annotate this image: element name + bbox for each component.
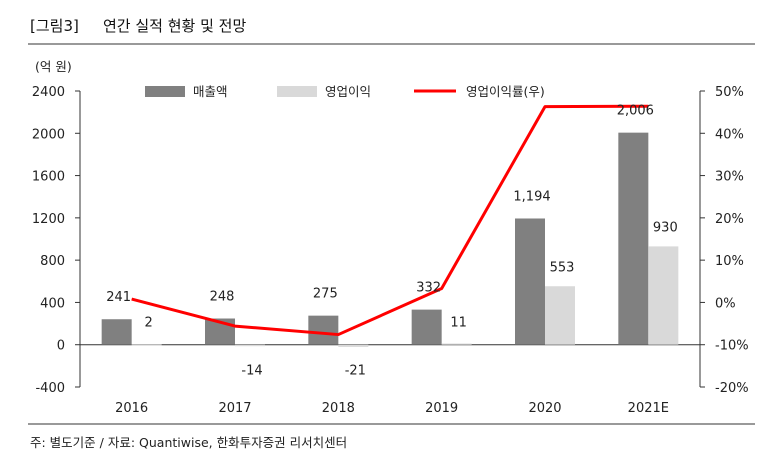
legend-label-operating-margin: 영업이익률(우): [466, 84, 545, 99]
operating-profit-data-label: 553: [550, 260, 575, 275]
source-note: 주: 별도기준 / 자료: Quantiwise, 한화투자증권 리서치센터: [30, 435, 347, 450]
y-left-tick-label: 800: [40, 254, 65, 269]
x-tick-label: 2016: [115, 401, 148, 416]
y-right-tick-label: 40%: [715, 127, 744, 142]
sales-bar: [101, 319, 132, 345]
legend-label-operating-profit: 영업이익: [325, 84, 371, 99]
sales-data-label: 332: [416, 281, 441, 296]
sales-bar: [411, 309, 442, 345]
y-left-tick-label: 2400: [32, 85, 65, 100]
y-left-tick-label: 1600: [32, 170, 65, 185]
sales-data-label: 248: [210, 289, 235, 304]
y-right-tick-label: 10%: [715, 254, 744, 269]
operating-profit-data-label: 930: [653, 220, 678, 235]
legend-swatch-sales: [145, 86, 185, 97]
operating-profit-bar: [338, 344, 369, 347]
axes: 24002000160012008004000-40050%40%30%20%1…: [32, 85, 749, 416]
figure-label: [그림3]: [30, 17, 79, 35]
y-left-tick-label: 1200: [32, 212, 65, 227]
y-left-tick-label: -400: [35, 381, 65, 396]
operating-profit-data-label: -21: [345, 364, 366, 379]
operating-profit-bar: [235, 344, 265, 347]
legend-swatch-operating-profit: [277, 86, 317, 97]
y-right-tick-label: 30%: [715, 170, 744, 185]
y-right-tick-label: 20%: [715, 212, 744, 227]
legend: 매출액 영업이익 영업이익률(우): [145, 84, 545, 99]
figure-title: 연간 실적 현황 및 전망: [103, 17, 246, 35]
legend-label-sales: 매출액: [193, 84, 228, 99]
y-right-tick-label: -20%: [715, 381, 749, 396]
x-tick-label: 2017: [218, 401, 251, 416]
sales-data-label: 1,194: [513, 189, 550, 204]
x-tick-label: 2018: [322, 401, 355, 416]
y-left-tick-label: 2000: [32, 127, 65, 142]
operating-profit-bar: [441, 343, 472, 345]
operating-profit-bar: [648, 246, 679, 345]
operating-profit-data-label: -14: [241, 364, 262, 379]
sales-data-label: 275: [313, 287, 338, 302]
operating-profit-bar: [131, 344, 162, 346]
y-left-tick-label: 0: [57, 339, 65, 354]
operating-profit-bar: [545, 286, 575, 345]
sales-data-label: 241: [106, 290, 131, 305]
data-labels: 241 248 275 332 1,194 2,006 2 -14 -21 11 553 930: [106, 104, 677, 379]
y-left-tick-label: 400: [40, 296, 65, 311]
line-layer: [131, 104, 649, 337]
sales-bar: [308, 315, 339, 345]
operating-margin-line: [131, 104, 649, 337]
y-right-tick-label: 0%: [715, 296, 736, 311]
x-tick-label: 2021E: [628, 401, 669, 416]
bars: [101, 132, 679, 347]
y-right-tick-label: -10%: [715, 339, 749, 354]
y-right-tick-label: 50%: [715, 85, 744, 100]
sales-bar: [618, 132, 649, 345]
y-left-unit-label: (억 원): [35, 59, 72, 74]
x-tick-label: 2019: [425, 401, 458, 416]
sales-data-label: 2,006: [617, 104, 654, 119]
x-tick-label: 2020: [528, 401, 561, 416]
sales-bar: [515, 218, 545, 345]
operating-profit-data-label: 2: [145, 316, 153, 331]
operating-profit-data-label: 11: [450, 316, 467, 331]
